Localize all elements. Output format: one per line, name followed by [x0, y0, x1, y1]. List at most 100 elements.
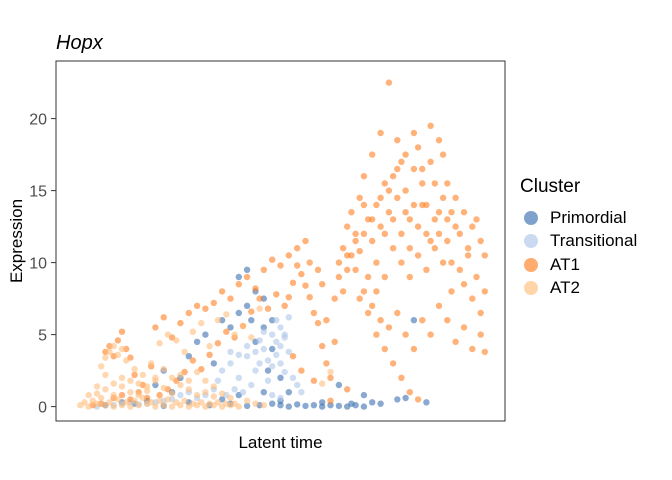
data-point: [469, 295, 476, 302]
data-point: [93, 383, 101, 390]
data-point: [289, 374, 297, 381]
data-point: [298, 389, 305, 396]
data-point: [264, 367, 272, 374]
data-point: [381, 230, 388, 237]
data-point: [256, 337, 263, 344]
data-point: [260, 328, 267, 335]
data-point: [464, 245, 472, 252]
data-point: [160, 402, 167, 409]
data-point: [231, 386, 238, 393]
data-point: [319, 380, 326, 387]
data-point: [423, 399, 430, 406]
data-point: [414, 252, 422, 259]
data-point: [252, 367, 259, 374]
data-point: [214, 317, 222, 324]
data-point: [239, 389, 247, 396]
data-point: [352, 230, 359, 237]
data-point: [360, 403, 368, 410]
data-point: [110, 342, 117, 350]
data-point: [243, 402, 251, 410]
data-point: [285, 348, 292, 356]
data-points: [77, 79, 488, 410]
data-point: [102, 354, 109, 361]
legend-label: Transitional: [550, 231, 638, 251]
data-point: [289, 279, 297, 286]
y-tick-label: 0: [38, 400, 47, 417]
data-point: [135, 402, 142, 409]
data-point: [214, 377, 222, 384]
data-point: [148, 360, 155, 367]
data-point: [273, 291, 280, 298]
data-point: [394, 309, 401, 317]
data-point: [427, 158, 434, 165]
data-point: [273, 351, 280, 358]
data-point: [135, 380, 142, 387]
data-point: [123, 357, 130, 364]
data-point: [431, 245, 438, 252]
series-at2: [77, 305, 334, 410]
data-point: [348, 400, 355, 407]
data-point: [243, 266, 251, 273]
legend-item-transitional: Transitional: [520, 230, 637, 254]
data-point: [344, 386, 351, 393]
data-point: [369, 237, 376, 245]
data-point: [331, 295, 338, 302]
data-point: [477, 331, 484, 338]
legend-label: Primordial: [550, 207, 627, 227]
data-point: [102, 371, 109, 379]
data-point: [148, 399, 155, 406]
data-point: [227, 348, 234, 356]
legend-title: Cluster: [520, 176, 581, 197]
data-point: [302, 237, 309, 245]
data-point: [402, 209, 409, 216]
data-point: [231, 331, 238, 338]
data-point: [294, 381, 301, 389]
data-point: [227, 324, 234, 331]
legend-label: AT2: [550, 278, 580, 298]
data-point: [269, 345, 276, 353]
data-point: [177, 319, 184, 327]
data-point: [356, 247, 363, 255]
data-point: [123, 399, 130, 406]
data-point: [298, 270, 305, 278]
y-axis-label: Expression: [7, 199, 26, 283]
data-point: [414, 396, 422, 403]
data-point: [177, 371, 184, 379]
data-point: [394, 194, 401, 201]
data-point: [335, 402, 343, 410]
data-point: [198, 399, 205, 406]
data-point: [269, 331, 276, 338]
data-point: [210, 299, 217, 307]
data-point: [431, 180, 438, 187]
data-point: [131, 366, 138, 373]
y-tick-label: 15: [29, 184, 47, 201]
data-point: [385, 79, 393, 86]
data-point: [93, 400, 101, 407]
data-point: [477, 237, 484, 245]
data-point: [373, 288, 380, 295]
data-point: [377, 223, 384, 230]
data-point: [210, 393, 217, 400]
data-point: [348, 209, 355, 216]
data-point: [285, 314, 292, 321]
data-point: [410, 129, 418, 137]
data-point: [118, 328, 126, 335]
data-point: [252, 285, 259, 292]
data-point: [277, 360, 284, 367]
data-point: [235, 374, 242, 381]
data-point: [427, 237, 434, 245]
legend-swatch: [524, 281, 538, 296]
legend-swatch: [524, 210, 538, 225]
data-point: [227, 295, 234, 302]
data-point: [452, 338, 459, 345]
data-point: [352, 266, 359, 273]
data-point: [394, 137, 401, 144]
data-point: [227, 394, 234, 402]
data-point: [469, 223, 476, 230]
data-point: [164, 331, 172, 338]
data-point: [156, 391, 163, 399]
data-point: [377, 194, 384, 201]
y-tick-label: 5: [38, 328, 47, 345]
data-point: [369, 151, 376, 158]
